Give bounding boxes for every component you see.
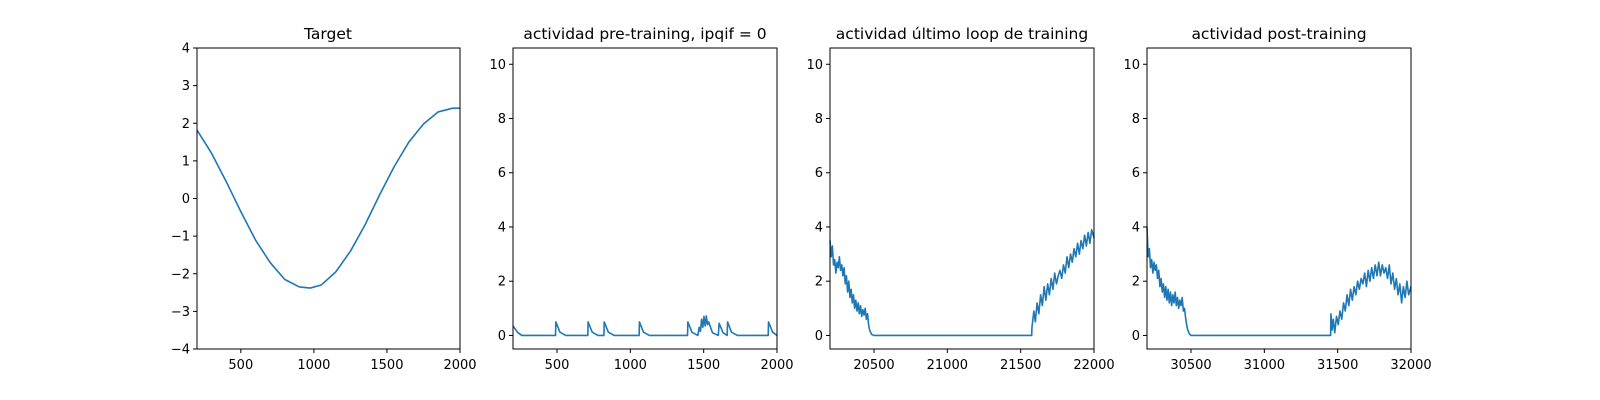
subplot-target-plot-area: 500 1000 1500 2000 4 3 2 1 0 −1 −2 −3 −4 xyxy=(171,42,477,374)
x-tick-label: 1500 xyxy=(687,358,720,373)
plot-frame xyxy=(512,47,778,350)
y-tick-label: −4 xyxy=(171,343,190,358)
series-line-0 xyxy=(1146,226,1412,337)
y-tick-label: 6 xyxy=(1132,166,1140,181)
y-tick-label: 0 xyxy=(498,329,506,344)
y-tick-label: 1 xyxy=(182,154,190,169)
x-tick-label: 21000 xyxy=(927,358,968,373)
y-tick-label: 6 xyxy=(815,166,823,181)
y-tick-label: 4 xyxy=(498,220,506,235)
y-tick-label: 10 xyxy=(806,58,823,73)
series-line-0 xyxy=(512,315,778,337)
y-tick-label: −2 xyxy=(171,267,190,282)
series-line-0 xyxy=(196,107,460,289)
y-tick-label: 4 xyxy=(1132,220,1140,235)
subplot-target: Target 500 1000 1500 2000 4 3 2 1 0 −1 −2 −3 −4 xyxy=(171,25,477,373)
y-tick-label: 4 xyxy=(182,42,190,57)
subplot-post-training-title: actividad post-training xyxy=(1191,25,1366,43)
x-tick-label: 1000 xyxy=(614,358,647,373)
x-tick-label: 500 xyxy=(545,358,570,373)
x-tick-label: 30500 xyxy=(1170,358,1211,373)
x-tick-label: 2000 xyxy=(760,358,793,373)
y-tick-label: 3 xyxy=(182,79,190,94)
x-tick-label: 2000 xyxy=(443,358,476,373)
y-tick-label: 8 xyxy=(498,112,506,127)
x-tick-label: 500 xyxy=(228,358,253,373)
y-tick-label: 10 xyxy=(489,58,506,73)
y-tick-label: 0 xyxy=(182,192,190,207)
x-tick-label: 32000 xyxy=(1390,358,1431,373)
y-tick-label: 0 xyxy=(815,329,823,344)
subplot-pre-training-plot-area: 500 1000 1500 2000 10 8 6 4 2 0 xyxy=(489,47,794,373)
subplot-last-training-loop-title: actividad último loop de training xyxy=(836,25,1088,43)
subplot-post-training: actividad post-training 30500 31000 31500 3… xyxy=(1123,25,1431,373)
plot-frame xyxy=(829,47,1095,350)
y-tick-label: 0 xyxy=(1132,329,1140,344)
x-tick-label: 1000 xyxy=(297,358,330,373)
y-tick-label: 2 xyxy=(815,275,823,290)
subplot-last-training-loop-plot-area: 20500 21000 21500 22000 10 8 6 4 2 0 xyxy=(806,47,1115,373)
subplot-last-training-loop: actividad último loop de training 20500 2… xyxy=(806,25,1114,373)
x-tick-label: 22000 xyxy=(1073,358,1114,373)
subplot-target-title: Target xyxy=(303,25,352,43)
y-tick-label: 6 xyxy=(498,166,506,181)
x-tick-label: 31500 xyxy=(1317,358,1358,373)
y-tick-label: 2 xyxy=(1132,275,1140,290)
plot-frame xyxy=(1146,47,1412,350)
x-tick-label: 31000 xyxy=(1244,358,1285,373)
x-tick-label: 20500 xyxy=(853,358,894,373)
x-tick-label: 1500 xyxy=(370,358,403,373)
series-line-0 xyxy=(829,228,1095,337)
y-tick-label: 2 xyxy=(498,275,506,290)
subplot-pre-training: actividad pre-training, ipqif = 0 500 100… xyxy=(489,25,793,373)
y-tick-label: 2 xyxy=(182,117,190,132)
y-tick-label: 8 xyxy=(815,112,823,127)
y-tick-label: 8 xyxy=(1132,112,1140,127)
y-tick-label: 4 xyxy=(815,220,823,235)
x-tick-label: 21500 xyxy=(1000,358,1041,373)
subplot-post-training-plot-area: 30500 31000 31500 32000 10 8 6 4 2 0 xyxy=(1123,47,1432,373)
y-tick-label: −3 xyxy=(171,305,190,320)
y-tick-label: 10 xyxy=(1123,58,1140,73)
subplot-pre-training-title: actividad pre-training, ipqif = 0 xyxy=(523,25,766,43)
y-tick-label: −1 xyxy=(171,230,190,245)
